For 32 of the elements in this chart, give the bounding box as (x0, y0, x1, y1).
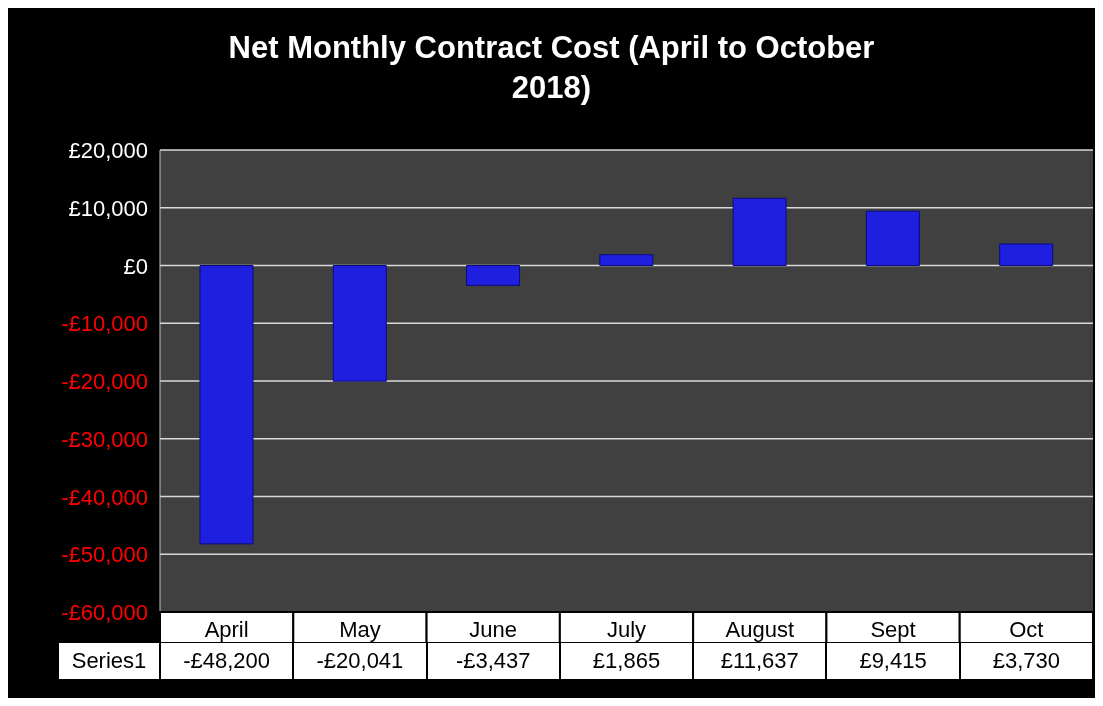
x-tick-label: Sept (870, 617, 916, 642)
y-tick-label: -£20,000 (61, 369, 148, 394)
x-tick-label: June (469, 617, 518, 642)
y-tick-label: -£30,000 (61, 426, 148, 452)
y-tick-label: -£50,000 (61, 542, 148, 568)
data-label: -£48,200 (160, 642, 294, 680)
y-tick-label: £20,000 (68, 138, 148, 163)
data-label: -£20,041 (293, 642, 427, 680)
bar (332, 265, 387, 382)
data-label: £9,415 (826, 642, 960, 680)
y-tick-label: -£60,000 (61, 600, 148, 625)
data-label: £11,637 (693, 642, 827, 680)
x-tick-label: August (725, 617, 795, 642)
bar (199, 265, 254, 545)
bar (466, 265, 521, 286)
bar (599, 254, 654, 266)
y-tick-label: -£40,000 (61, 484, 148, 510)
bar (732, 197, 787, 266)
x-tick-label: May (339, 617, 381, 642)
bar (999, 243, 1054, 266)
y-tick-label: £0 (123, 253, 148, 279)
x-tick-label: April (204, 617, 249, 642)
y-tick-label: £10,000 (68, 195, 148, 221)
x-tick-label: July (606, 617, 647, 642)
text: Series1 (58, 642, 160, 680)
data-label: £3,730 (959, 642, 1093, 680)
bar (865, 210, 920, 266)
data-label: £1,865 (559, 642, 694, 680)
x-tick-label: Oct (1009, 617, 1044, 642)
data-label: -£3,437 (426, 642, 560, 680)
chart-title: Net Monthly Contract Cost (April to October 2018) (227, 29, 876, 107)
y-tick-label: -£10,000 (61, 311, 148, 337)
